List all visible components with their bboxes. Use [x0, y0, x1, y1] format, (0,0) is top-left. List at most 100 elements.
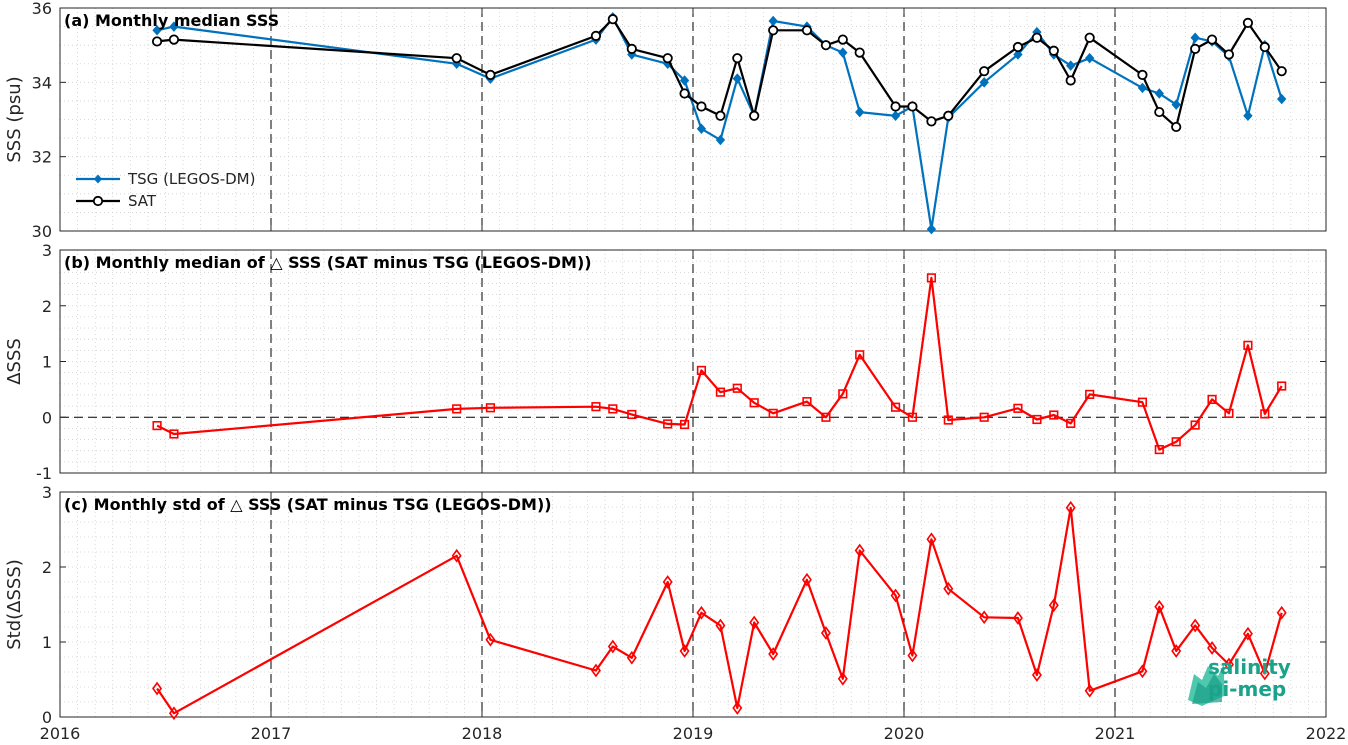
data-point [890, 101, 901, 112]
legend-swatch-marker [94, 174, 102, 184]
data-point [1224, 408, 1234, 418]
data-point [662, 575, 673, 589]
data-point [890, 402, 901, 412]
y-tick-label: 3 [42, 241, 52, 260]
x-tick-label: 2020 [884, 724, 925, 743]
data-point [890, 110, 901, 122]
panel-title: (b) Monthly median of △ SSS (SAT minus T… [64, 253, 592, 272]
x-tick-label: 2017 [251, 724, 292, 743]
data-point [1048, 45, 1059, 56]
data-point [607, 14, 618, 25]
y-tick-label: 2 [42, 297, 52, 316]
data-point [151, 36, 163, 47]
x-tick-label: 2019 [673, 724, 714, 743]
data-point [1190, 43, 1201, 54]
y-axis-label: ΔSSS [4, 338, 25, 385]
panel-title: (c) Monthly std of △ SSS (SAT minus TSG … [64, 495, 552, 514]
data-point [1259, 666, 1270, 681]
data-point [1066, 60, 1076, 71]
data-point [1277, 381, 1287, 391]
data-point [608, 404, 618, 414]
data-point [485, 632, 496, 647]
data-point [485, 69, 496, 81]
data-point [1013, 49, 1023, 60]
data-point [696, 605, 707, 620]
data-point [679, 88, 690, 99]
data-point [1207, 641, 1218, 655]
data-point [1065, 75, 1076, 86]
data-point [1242, 626, 1253, 641]
data-point [715, 618, 726, 633]
data-point [696, 123, 707, 135]
y-tick-label: 1 [42, 353, 52, 372]
data-point [1242, 17, 1254, 28]
data-point [1171, 99, 1181, 110]
data-point [485, 403, 496, 413]
data-point [1223, 657, 1234, 672]
data-point [1154, 106, 1165, 118]
data-point [1276, 66, 1287, 77]
data-point [1085, 52, 1095, 64]
panel-a-sss: 30 32 34 36 SSS (psu) (a) Monthly median SSS T… [4, 0, 1327, 241]
data-point [452, 404, 462, 414]
x-tick-label: 2018 [462, 724, 503, 743]
data-point [854, 543, 865, 558]
data-point [169, 429, 179, 439]
data-point [749, 110, 760, 121]
y-tick-label: -1 [36, 464, 52, 483]
data-point [1049, 410, 1059, 420]
data-point [1137, 82, 1148, 94]
data-point [821, 412, 831, 422]
data-point [979, 77, 989, 88]
x-tick-label: 2021 [1095, 724, 1136, 743]
data-point [1171, 121, 1182, 133]
data-point [1190, 618, 1201, 633]
data-point [1084, 32, 1095, 43]
data-point [1277, 93, 1287, 105]
data-point [169, 21, 179, 32]
data-point [696, 365, 707, 376]
data-point [801, 572, 812, 587]
data-point [943, 581, 954, 596]
data-point [1031, 668, 1042, 682]
data-point [1013, 403, 1023, 413]
data-point [855, 106, 865, 118]
data-point [1031, 32, 1043, 43]
panel-b-delta-sss: -1 0 1 2 3 ΔSSS (b) Monthly median of △ SSS (S… [4, 241, 1327, 483]
data-point [1085, 389, 1095, 399]
data-point [749, 398, 759, 408]
data-point [732, 73, 742, 84]
data-point [768, 25, 779, 36]
legend-swatch-marker [92, 195, 104, 207]
data-point [715, 110, 726, 121]
data-point [1259, 41, 1270, 53]
data-point [451, 548, 462, 563]
data-point [979, 66, 990, 77]
data-point [1066, 418, 1076, 428]
data-point [1137, 397, 1148, 407]
data-point [1012, 611, 1023, 625]
y-tick-label: 0 [42, 408, 52, 427]
y-tick-label: 2 [42, 558, 52, 577]
data-point [590, 30, 602, 41]
y-tick-label: 32 [32, 148, 52, 167]
data-point [1207, 394, 1217, 405]
data-point [1171, 437, 1181, 447]
data-point [907, 412, 918, 422]
data-point [979, 610, 990, 625]
data-point [1190, 420, 1200, 430]
series-line [156, 506, 1283, 715]
data-point [1276, 605, 1287, 620]
y-axis-label: Std(ΔSSS) [4, 559, 25, 650]
data-point [662, 53, 673, 64]
data-point [1154, 444, 1164, 455]
data-point [907, 648, 918, 663]
data-point [679, 644, 690, 658]
data-point [837, 34, 848, 45]
y-axis-label: SSS (psu) [4, 76, 25, 162]
data-point [679, 75, 690, 86]
y-tick-label: 34 [32, 73, 52, 92]
data-point [1154, 88, 1164, 99]
data-point [696, 101, 707, 112]
